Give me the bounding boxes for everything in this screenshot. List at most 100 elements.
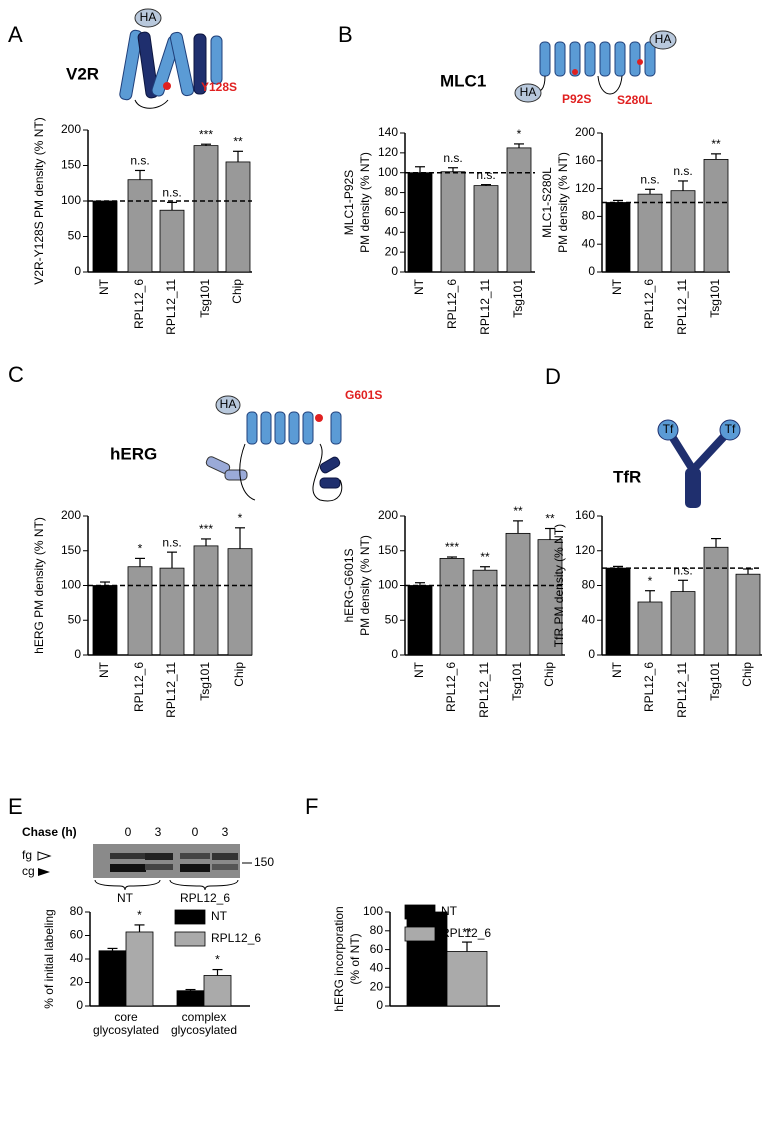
y-tick-label: 140 (378, 125, 398, 139)
y-tick-label: 160 (575, 508, 595, 522)
bar (193, 545, 219, 656)
significance-label: * (137, 908, 142, 922)
legend-label: RPL12_6 (211, 931, 261, 945)
bar (407, 585, 433, 656)
y-tick-label: 0 (74, 647, 81, 661)
bar (92, 585, 118, 656)
legend-label: NT (211, 909, 228, 923)
y-tick-label: 150 (378, 543, 398, 557)
significance-label: n.s. (476, 168, 495, 182)
blot-label: fg (22, 848, 32, 862)
panel-letter: F (305, 794, 318, 819)
diagram-label: HA (220, 397, 237, 411)
y-tick-label: 200 (575, 125, 595, 139)
y-axis-label: MLC1-P92S (342, 170, 356, 235)
mutation-label: P92S (562, 92, 591, 106)
significance-label: n.s. (162, 535, 181, 549)
y-tick-label: 120 (378, 145, 398, 159)
y-tick-label: 40 (70, 951, 84, 965)
y-tick-label: 20 (70, 975, 84, 989)
x-tick-label: Tsg101 (511, 279, 525, 318)
mutation-label: G601S (345, 388, 382, 402)
significance-label: ** (711, 137, 721, 151)
bar (176, 990, 205, 1007)
significance-label: ** (545, 512, 555, 526)
blot-label: cg (22, 864, 35, 878)
blot-label: Chase (h) (22, 825, 77, 839)
y-tick-label: 150 (61, 543, 81, 557)
x-tick-label: Tsg101 (510, 662, 524, 701)
y-tick-label: 100 (61, 578, 81, 592)
x-tick-label: RPL12_6 (642, 279, 656, 329)
significance-label: * (648, 574, 653, 588)
herg-diagram: HA G601S (205, 388, 382, 502)
bar (670, 591, 696, 656)
y-tick-label: 60 (385, 205, 399, 219)
significance-label: * (238, 511, 243, 525)
significance-label: ** (480, 550, 490, 564)
x-tick-label: RPL12_6 (132, 662, 146, 712)
y-axis-label: PM density (% NT) (358, 152, 372, 253)
significance-label: ** (513, 504, 523, 518)
bar (605, 567, 631, 656)
y-tick-label: 100 (378, 165, 398, 179)
panel-letter: B (338, 22, 353, 47)
diagram-label: Tf (725, 422, 736, 436)
v2r-diagram: HA Y128S (119, 8, 237, 109)
legend-swatch (174, 909, 206, 925)
bar (703, 546, 729, 656)
legend-label: NT (441, 904, 458, 918)
x-tick-label: NT (97, 661, 111, 678)
mutation-label: Y128S (201, 80, 237, 94)
mutation-label: S280L (617, 93, 652, 107)
y-tick-label: 100 (61, 193, 81, 207)
y-tick-label: 60 (70, 928, 84, 942)
x-tick-label: RPL12_11 (675, 279, 689, 335)
significance-label: n.s. (673, 164, 692, 178)
y-tick-label: 0 (588, 647, 595, 661)
x-tick-label: Tsg101 (708, 279, 722, 318)
y-tick-label: 100 (363, 904, 383, 918)
y-tick-label: 100 (378, 578, 398, 592)
y-tick-label: 0 (588, 264, 595, 278)
x-tick-label: Chip (740, 662, 754, 687)
blot-label: 0 (192, 825, 199, 839)
significance-label: n.s. (673, 563, 692, 577)
panel-title: MLC1 (440, 71, 486, 90)
bar (225, 161, 251, 273)
y-tick-label: 50 (68, 612, 82, 626)
y-tick-label: 40 (582, 236, 596, 250)
significance-label: n.s. (162, 186, 181, 200)
panel-letter: A (8, 22, 23, 47)
y-axis-label: MLC1-S280L (540, 167, 554, 238)
bar (472, 569, 498, 656)
y-tick-label: 200 (61, 122, 81, 136)
x-tick-label: Tsg101 (198, 279, 212, 318)
blot-label: 3 (222, 825, 229, 839)
x-tick-label: Tsg101 (708, 662, 722, 701)
bar (193, 145, 219, 273)
diagram-label: Tf (663, 422, 674, 436)
diagram-label: HA (520, 85, 537, 99)
bar (159, 209, 185, 273)
y-tick-label: 120 (575, 181, 595, 195)
significance-label: *** (199, 522, 213, 536)
legend-swatch (404, 904, 436, 920)
bar (92, 200, 118, 273)
x-tick-label: core (114, 1010, 138, 1024)
x-tick-label: RPL12_11 (164, 279, 178, 335)
bar (735, 573, 761, 656)
y-tick-label: 200 (61, 508, 81, 522)
diagram-label: HA (140, 10, 157, 24)
y-tick-label: 0 (391, 647, 398, 661)
y-tick-label: 20 (370, 979, 384, 993)
y-tick-label: 150 (61, 158, 81, 172)
y-tick-label: 80 (385, 185, 399, 199)
y-axis-label: PM density (% NT) (358, 535, 372, 636)
y-tick-label: 0 (391, 264, 398, 278)
bar (670, 190, 696, 273)
x-tick-label: complex (182, 1010, 227, 1024)
panel-title: V2R (66, 64, 99, 83)
x-tick-label: RPL12_11 (478, 279, 492, 335)
